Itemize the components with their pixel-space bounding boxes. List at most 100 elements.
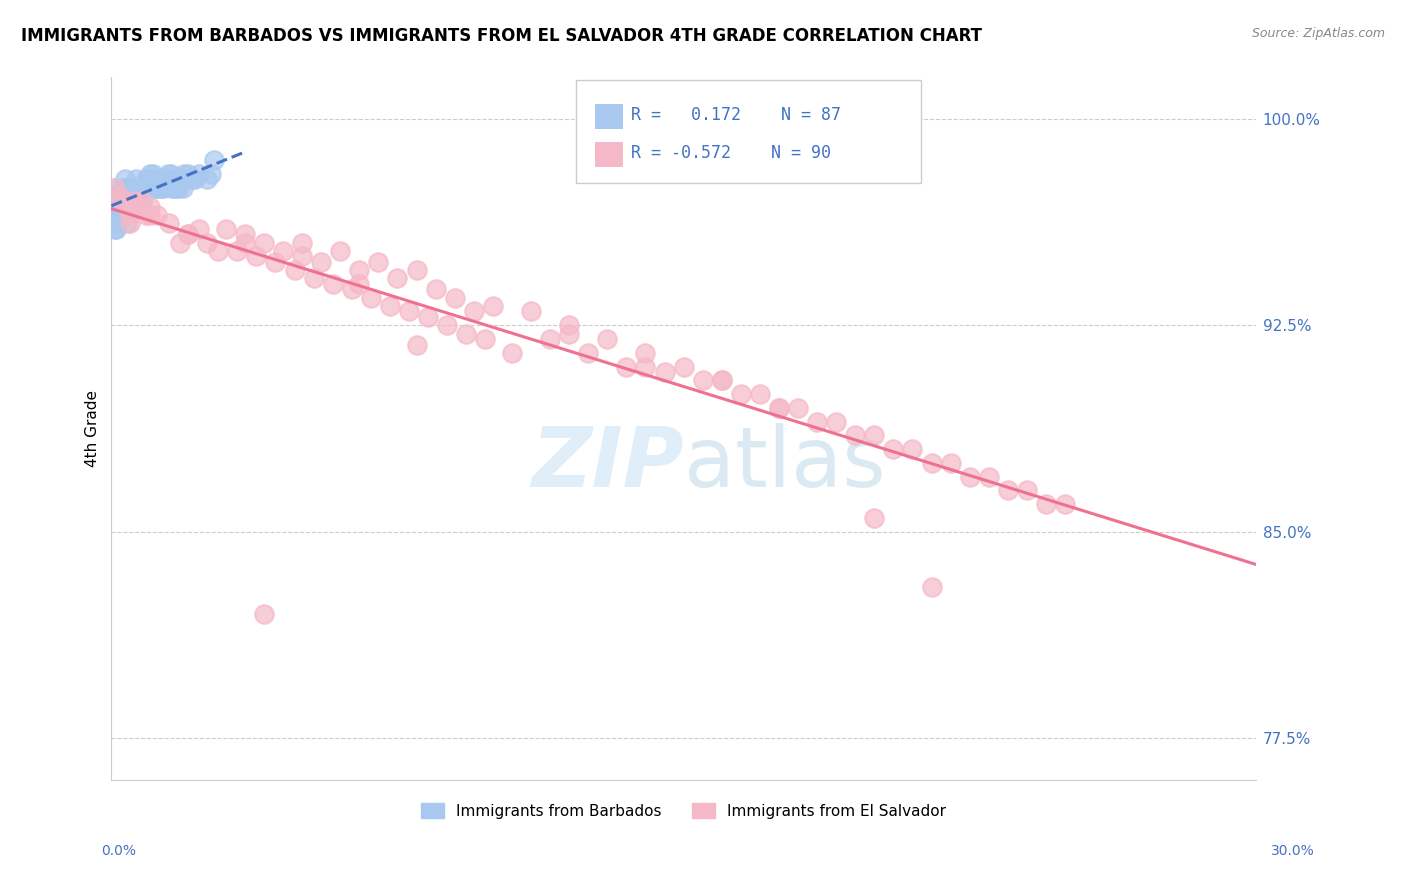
Point bbox=[634, 346, 657, 360]
Point bbox=[169, 180, 191, 194]
Point bbox=[167, 172, 190, 186]
Point bbox=[271, 244, 294, 258]
Point bbox=[672, 359, 695, 374]
Point bbox=[117, 200, 139, 214]
Point bbox=[349, 263, 371, 277]
Point bbox=[114, 200, 136, 214]
Point bbox=[425, 283, 447, 297]
Point bbox=[253, 235, 276, 250]
Point bbox=[138, 200, 160, 214]
Point bbox=[436, 318, 458, 333]
Point bbox=[124, 200, 146, 214]
Point bbox=[1053, 497, 1076, 511]
Point bbox=[131, 189, 153, 203]
Point bbox=[165, 172, 187, 186]
Point bbox=[110, 189, 132, 203]
Point bbox=[233, 235, 256, 250]
Point bbox=[111, 194, 134, 209]
Point bbox=[124, 194, 146, 209]
Point bbox=[135, 172, 157, 186]
Point bbox=[538, 332, 561, 346]
Point bbox=[121, 194, 143, 209]
Point bbox=[195, 235, 218, 250]
Text: IMMIGRANTS FROM BARBADOS VS IMMIGRANTS FROM EL SALVADOR 4TH GRADE CORRELATION CH: IMMIGRANTS FROM BARBADOS VS IMMIGRANTS F… bbox=[21, 27, 981, 45]
Point bbox=[124, 189, 146, 203]
Point bbox=[329, 244, 352, 258]
Point bbox=[245, 249, 267, 263]
Point bbox=[283, 263, 305, 277]
Point bbox=[115, 200, 138, 214]
Point bbox=[128, 180, 150, 194]
Point bbox=[153, 180, 176, 194]
Point bbox=[863, 511, 886, 525]
Point bbox=[340, 283, 363, 297]
Point bbox=[156, 167, 179, 181]
Point bbox=[387, 271, 409, 285]
Y-axis label: 4th Grade: 4th Grade bbox=[86, 390, 100, 467]
Point bbox=[180, 172, 202, 186]
Point bbox=[104, 222, 127, 236]
Point bbox=[157, 216, 180, 230]
Point bbox=[104, 180, 127, 194]
Point bbox=[174, 172, 197, 186]
Point bbox=[176, 227, 198, 242]
Point bbox=[474, 332, 496, 346]
Point bbox=[138, 167, 160, 181]
Point bbox=[768, 401, 790, 415]
Point bbox=[150, 180, 173, 194]
Point bbox=[107, 208, 129, 222]
Point bbox=[111, 189, 134, 203]
Text: ZIP: ZIP bbox=[531, 423, 683, 504]
Point bbox=[710, 373, 733, 387]
Point bbox=[163, 180, 186, 194]
Point bbox=[135, 180, 157, 194]
Text: atlas: atlas bbox=[683, 423, 886, 504]
Point bbox=[111, 194, 134, 209]
Point bbox=[131, 194, 153, 209]
Point bbox=[520, 304, 543, 318]
Point bbox=[748, 387, 770, 401]
Point bbox=[939, 456, 962, 470]
Point bbox=[1015, 483, 1038, 498]
Point bbox=[135, 172, 157, 186]
Point bbox=[226, 244, 249, 258]
Point bbox=[977, 469, 1000, 483]
Point bbox=[1035, 497, 1057, 511]
Point bbox=[921, 456, 943, 470]
Point bbox=[169, 235, 191, 250]
Point bbox=[149, 180, 172, 194]
Point bbox=[105, 194, 128, 209]
Point bbox=[634, 359, 657, 374]
Point bbox=[156, 172, 179, 186]
Point bbox=[132, 180, 155, 194]
Point bbox=[153, 172, 176, 186]
Point bbox=[108, 200, 131, 214]
Point bbox=[142, 180, 165, 194]
Point bbox=[108, 189, 131, 203]
Point bbox=[124, 194, 146, 209]
Point bbox=[863, 428, 886, 442]
Point bbox=[768, 401, 790, 415]
Point bbox=[501, 346, 523, 360]
Point bbox=[108, 189, 131, 203]
Point bbox=[207, 244, 229, 258]
Point bbox=[120, 189, 142, 203]
Point bbox=[253, 607, 276, 622]
Point bbox=[200, 167, 222, 181]
Point bbox=[188, 222, 211, 236]
Point bbox=[129, 189, 152, 203]
Point bbox=[112, 180, 135, 194]
Point bbox=[157, 172, 180, 186]
Point bbox=[367, 255, 389, 269]
Point bbox=[730, 387, 752, 401]
Point bbox=[114, 189, 136, 203]
Point bbox=[110, 208, 132, 222]
Point bbox=[233, 227, 256, 242]
Point bbox=[188, 167, 211, 181]
Point bbox=[111, 194, 134, 209]
Point bbox=[112, 180, 135, 194]
Point bbox=[160, 180, 183, 194]
Point bbox=[103, 208, 125, 222]
Point bbox=[132, 180, 155, 194]
Point bbox=[117, 189, 139, 203]
